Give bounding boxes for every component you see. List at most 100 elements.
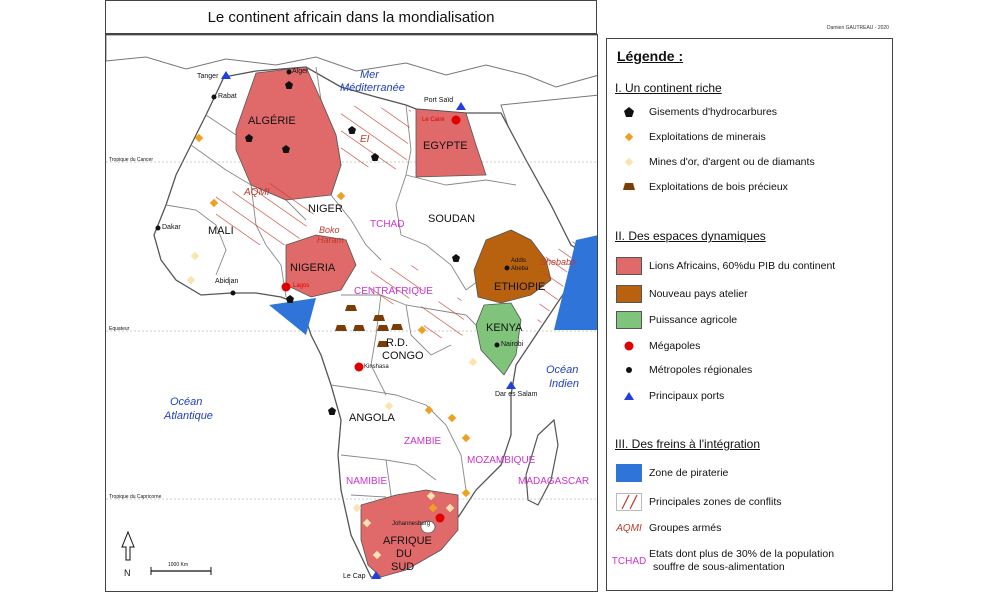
gold-icon (190, 251, 200, 261)
country-label-south-africa: DU (396, 548, 412, 560)
hydrocarbon-icon (286, 295, 294, 303)
hydrocarbon-icon (371, 153, 379, 161)
hunger-line-2: souffre de sous-alimentation (653, 561, 785, 573)
map-title: Le continent africain dans la mondialisa… (105, 0, 597, 34)
wood-markers (335, 305, 403, 347)
country-label-mozambique: MOZAMBIQUE (467, 455, 536, 466)
legend-item-label: Nouveau pays atelier (649, 287, 748, 300)
legend-item-hydrocarbons: Gisements d'hydrocarbures (615, 101, 777, 123)
africa-map-svg (106, 35, 597, 579)
legend-item-ports: Principaux ports (615, 385, 724, 407)
equator-label: Equateur (109, 326, 130, 332)
piracy-zone-somalia (554, 235, 597, 330)
legend-item-label: Etats dont plus de 30% de la population … (649, 548, 834, 574)
city-label: Addis (511, 258, 527, 264)
mineral-icon (194, 133, 204, 143)
gold-icon (615, 152, 643, 172)
legend-item-agricole: Puissance agricole (615, 309, 737, 331)
metropole-icon (155, 225, 161, 231)
legend-item-megacities: Mégapoles (615, 335, 700, 357)
mineral-icon (209, 198, 219, 208)
legend-item-hunger: TCHAD Etats dont plus de 30% de la popul… (611, 545, 834, 577)
country-label-ethiopia: ETHIOPIE (494, 281, 546, 293)
wood-icon (345, 305, 357, 311)
megacity-icon (451, 115, 461, 125)
legend-item-label: Gisements d'hydrocarbures (649, 105, 778, 118)
megacity-icon (435, 513, 445, 523)
city-label: Alger (292, 68, 309, 75)
legend-title: Légende : (617, 48, 684, 64)
hydrocarbon-markers (245, 81, 460, 415)
ocean-label: Indien (549, 378, 579, 390)
north-arrow-icon (121, 530, 135, 561)
wood-icon (353, 325, 365, 331)
armed-group-label: Haram (317, 235, 345, 245)
country-label-algeria: ALGÉRIE (248, 115, 296, 127)
armed-group-label: EI (360, 134, 370, 145)
legend-item-armed: AQMI Groupes armés (615, 517, 721, 539)
wood-icon (377, 325, 389, 331)
ocean-label: Atlantique (164, 410, 213, 422)
megacity-icon (281, 282, 291, 292)
port-icon (371, 571, 381, 579)
tropic-cancer-label: Tropique du Cancer (109, 157, 154, 163)
metropole-icon (615, 360, 643, 380)
country-label-angola: ANGOLA (349, 412, 395, 424)
legend-item-conflicts: Principales zones de conflits (615, 491, 782, 513)
port-icon (506, 381, 516, 389)
city-label: Nairobi (501, 341, 524, 348)
hydrocarbon-icon (328, 407, 336, 415)
mineral-icon (447, 413, 457, 423)
country-label-mali: MALI (208, 225, 234, 237)
gold-icon (384, 401, 394, 411)
wood-icon (335, 325, 347, 331)
gold-icon (426, 491, 436, 501)
ocean-label: Océan (546, 364, 579, 376)
legend-item-label: Exploitations de bois précieux (649, 180, 788, 193)
sea-label: Méditerranée (340, 82, 405, 94)
atelier-swatch (615, 284, 643, 304)
legend-panel: Légende : I. Un continent riche Gisement… (606, 38, 893, 591)
gold-icon (186, 275, 196, 285)
country-label-zambia: ZAMBIE (404, 436, 442, 447)
country-label-rdc: CONGO (382, 350, 424, 362)
city-label: Le Caire (422, 117, 445, 123)
scale-bar (150, 567, 212, 575)
legend-item-piracy: Zone de piraterie (615, 462, 728, 484)
gold-icon (468, 357, 478, 367)
hunger-sample: TCHAD (611, 555, 647, 567)
legend-item-label: Métropoles régionales (649, 363, 753, 376)
hydrocarbon-icon (615, 102, 643, 122)
port-icon (221, 71, 231, 79)
madagascar (525, 418, 559, 506)
legend-item-label: Lions Africains, 60%du PIB du continent (649, 259, 836, 272)
mineral-icon (461, 433, 471, 443)
metropole-icon (494, 342, 500, 348)
country-label-madagascar: MADAGASCAR (518, 476, 590, 487)
piracy-zone-guinea (269, 298, 316, 335)
armed-group-label: Shebabs (540, 257, 576, 267)
mineral-icon (424, 405, 434, 415)
port-icon (456, 102, 466, 110)
legend-section-3: III. Des freins à l'intégration (615, 437, 761, 451)
armed-group-label: AQMI (244, 187, 270, 198)
metropole-markers (155, 69, 510, 348)
wood-icon (391, 324, 403, 330)
country-label-nigeria: NIGERIA (290, 262, 336, 274)
conflict-zone-congo-east (421, 297, 466, 340)
city-label: Abidjan (215, 278, 239, 285)
megacity-icon (354, 362, 364, 372)
lesotho (420, 520, 436, 534)
gold-icon (372, 550, 382, 560)
legend-item-minerals: Exploitations de minerais (615, 126, 766, 148)
legend-section-1: I. Un continent riche (615, 81, 722, 95)
megacity-icon (615, 336, 643, 356)
legend-item-label: Groupes armés (649, 521, 722, 534)
wood-icon (615, 177, 643, 197)
north-label: N (124, 568, 131, 578)
country-label-chad: TCHAD (370, 219, 405, 230)
metropole-icon (211, 94, 217, 100)
gold-icon (362, 518, 372, 528)
city-label: Abeba (511, 266, 529, 272)
city-label: Rabat (218, 93, 237, 100)
